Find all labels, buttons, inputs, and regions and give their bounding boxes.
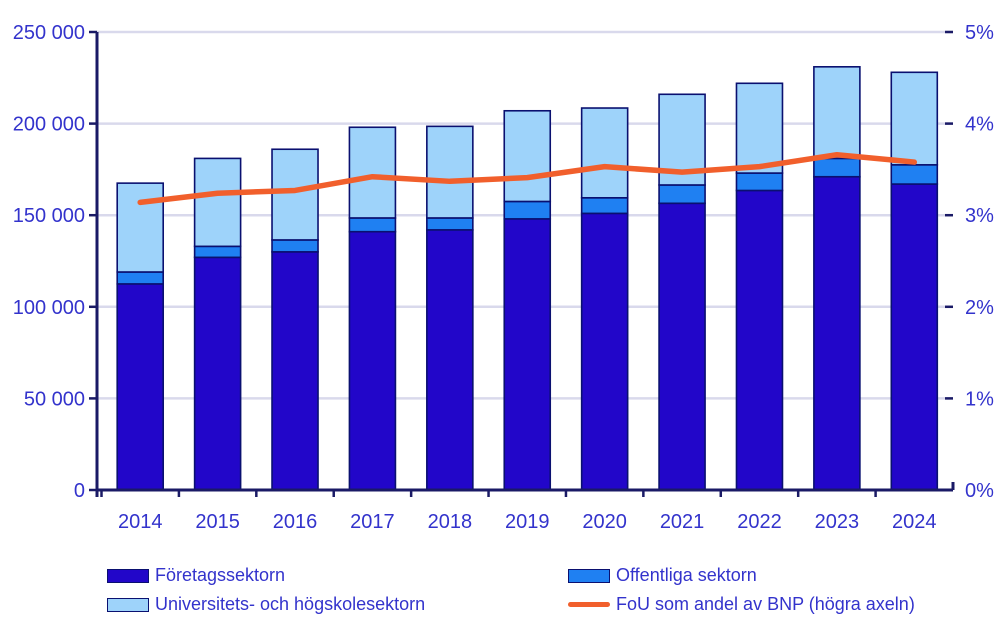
- bar-segment: [890, 71, 939, 166]
- x-axis-label: 2021: [660, 511, 705, 533]
- bar-segment: [580, 107, 629, 199]
- right-axis-label: 0%: [965, 480, 994, 502]
- y-axis-label: 200 000: [13, 114, 85, 136]
- fou-bnp-trend-line: [137, 151, 918, 206]
- bar-segment: [116, 182, 165, 273]
- bar-segment: [890, 183, 939, 491]
- bar-segment: [271, 251, 319, 491]
- y-axis-label: 0: [74, 480, 85, 502]
- bar-segment: [813, 175, 861, 491]
- right-axis-label: 4%: [965, 114, 994, 136]
- bar-segment: [426, 125, 474, 219]
- x-axis-label: 2014: [118, 511, 163, 533]
- legend-label-offentliga-sektorn: Offentliga sektorn: [616, 565, 757, 585]
- bar-segment: [193, 256, 242, 491]
- x-axis-label: 2017: [350, 511, 395, 533]
- y-axis-label: 50 000: [24, 388, 85, 410]
- bar-segment: [735, 82, 784, 174]
- x-axis-label: 2024: [892, 511, 937, 533]
- x-axis-label: 2019: [505, 511, 550, 533]
- bar-segment: [658, 202, 706, 491]
- bar-segment: [580, 212, 629, 491]
- y-axis-label: 250 000: [13, 22, 85, 44]
- bar-segment: [116, 283, 165, 491]
- right-axis-label: 1%: [965, 388, 994, 410]
- y-axis-label: 100 000: [13, 297, 85, 319]
- right-axis-label: 5%: [965, 22, 994, 44]
- bar-segment: [348, 230, 397, 491]
- bar-segment: [735, 189, 784, 491]
- x-axis-label: 2023: [815, 511, 860, 533]
- foretagssektorn-swatch-icon: [107, 568, 149, 583]
- x-axis-label: 2022: [737, 511, 782, 533]
- legend-item-fou-bnp-line: FoU som andel av BNP (högra axeln): [568, 593, 1005, 615]
- x-axis-label: 2015: [195, 511, 240, 533]
- bar-segment: [503, 200, 552, 220]
- bar-segment: [193, 245, 242, 259]
- bar-segment: [116, 271, 165, 285]
- legend-item-universitetssektorn: Universitets- och högskolesektorn: [107, 593, 568, 615]
- legend-item-foretagssektorn: Företagssektorn: [107, 565, 568, 586]
- chart-canvas: 0 0% 50 000 1% 100 000 2% 150 000 3% 200 000 4% 25…: [13, 22, 994, 533]
- bar-segment: [890, 164, 939, 185]
- bar-segment: [580, 196, 629, 215]
- offentliga-sektorn-swatch-icon: [568, 568, 610, 583]
- legend: Företagssektorn Offentliga sektorn Unive…: [107, 565, 1005, 615]
- bar-segment: [503, 218, 552, 491]
- x-axis-label: 2018: [428, 511, 473, 533]
- right-axis-label: 2%: [965, 297, 994, 319]
- fou-bnp-line-swatch-icon: [568, 602, 610, 608]
- legend-label-foretagssektorn: Företagssektorn: [155, 565, 286, 585]
- bar-segment: [658, 184, 706, 205]
- bar-segment: [426, 229, 474, 491]
- legend-label-fou-bnp-line: FoU som andel av BNP (högra axeln): [616, 593, 915, 614]
- bar-segment: [735, 172, 784, 192]
- legend-label-universitetssektorn: Universitets- och högskolesektorn: [155, 593, 426, 614]
- bar-segment: [271, 148, 319, 241]
- universitetssektorn-swatch-icon: [107, 597, 149, 612]
- x-axis-label: 2016: [273, 511, 318, 533]
- x-axis-label: 2020: [582, 511, 627, 533]
- bar-segment: [813, 157, 861, 178]
- bar-segment: [503, 109, 552, 203]
- bar-segment: [426, 217, 474, 231]
- bar-segment: [813, 66, 861, 160]
- bar-segment: [193, 157, 242, 248]
- right-axis-label: 3%: [965, 205, 994, 227]
- y-axis-label: 150 000: [13, 205, 85, 227]
- bar-segment: [271, 239, 319, 253]
- bar-segment: [348, 126, 397, 219]
- legend-item-offentliga-sektorn: Offentliga sektorn: [568, 565, 1005, 586]
- bar-segment: [348, 217, 397, 233]
